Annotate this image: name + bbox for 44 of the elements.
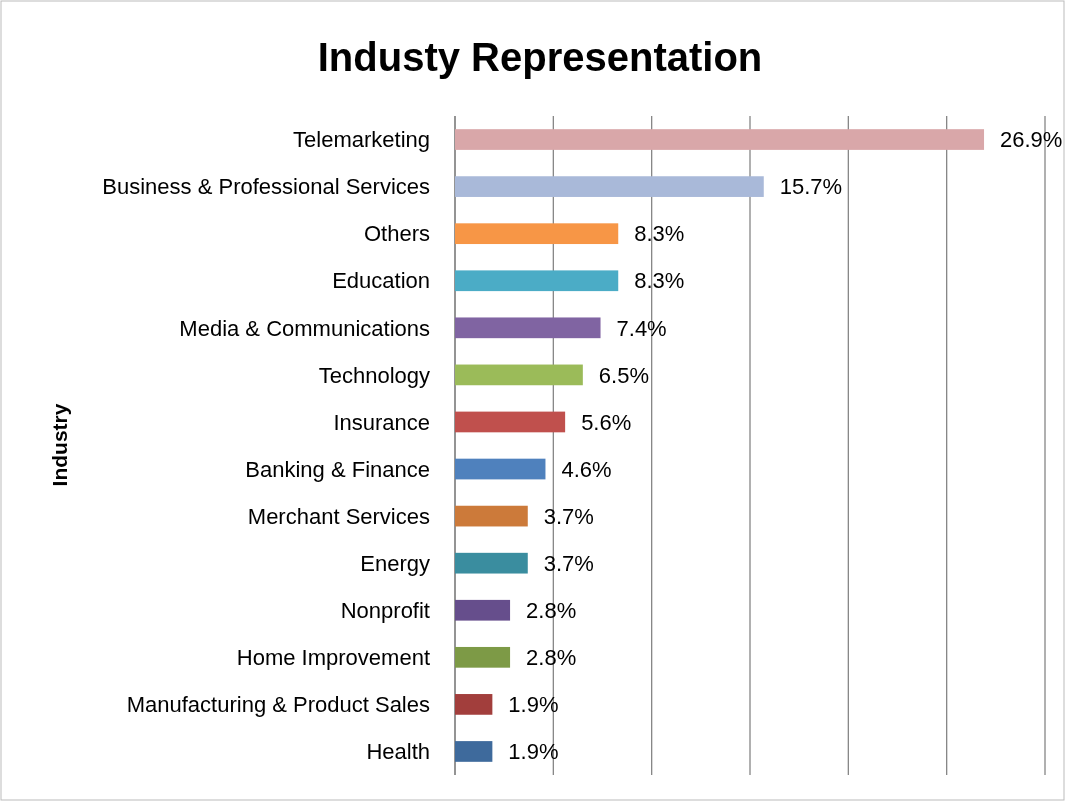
y-tick-label: Energy xyxy=(360,550,430,576)
bar xyxy=(455,223,619,245)
data-label: 8.3% xyxy=(634,221,685,247)
data-label: 6.5% xyxy=(598,362,649,388)
bar xyxy=(455,646,511,668)
bar xyxy=(455,317,601,339)
bar xyxy=(455,694,493,715)
bar xyxy=(455,505,528,527)
y-tick-label: Business & Professional Services xyxy=(102,174,430,200)
bar xyxy=(455,411,566,433)
bar xyxy=(455,270,619,292)
data-label: 3.7% xyxy=(543,503,594,529)
y-tick-label: Education xyxy=(332,268,430,294)
bar xyxy=(455,552,528,574)
y-tick-label: Banking & Finance xyxy=(245,456,430,482)
bar xyxy=(455,599,511,621)
data-label: 1.9% xyxy=(508,739,559,765)
chart-title: Industy Representation xyxy=(317,35,763,79)
bar xyxy=(455,176,764,197)
bar xyxy=(455,129,985,150)
y-tick-label: Technology xyxy=(318,362,430,388)
data-label: 26.9% xyxy=(1000,127,1063,153)
y-tick-label: Home Improvement xyxy=(236,645,430,671)
data-label: 8.3% xyxy=(634,268,685,294)
y-axis-title: Industry xyxy=(48,403,71,487)
data-label: 2.8% xyxy=(526,645,577,671)
data-label: 3.7% xyxy=(543,550,594,576)
y-tick-label: Manufacturing & Product Sales xyxy=(126,692,430,718)
y-tick-label: Others xyxy=(363,221,430,247)
bar xyxy=(455,458,546,480)
y-tick-label: Health xyxy=(366,739,430,765)
y-tick-label: Merchant Services xyxy=(247,503,430,529)
y-tick-label: Insurance xyxy=(333,409,430,435)
bar xyxy=(455,364,583,386)
data-label: 5.6% xyxy=(581,409,632,435)
data-label: 4.6% xyxy=(561,456,612,482)
y-tick-label: Media & Communications xyxy=(179,315,430,341)
bar xyxy=(455,741,493,762)
data-label: 2.8% xyxy=(526,597,577,623)
data-label: 15.7% xyxy=(779,174,843,200)
y-tick-label: Telemarketing xyxy=(293,127,430,153)
y-tick-label: Nonprofit xyxy=(340,597,430,623)
data-label: 7.4% xyxy=(616,315,667,341)
data-label: 1.9% xyxy=(508,692,559,718)
